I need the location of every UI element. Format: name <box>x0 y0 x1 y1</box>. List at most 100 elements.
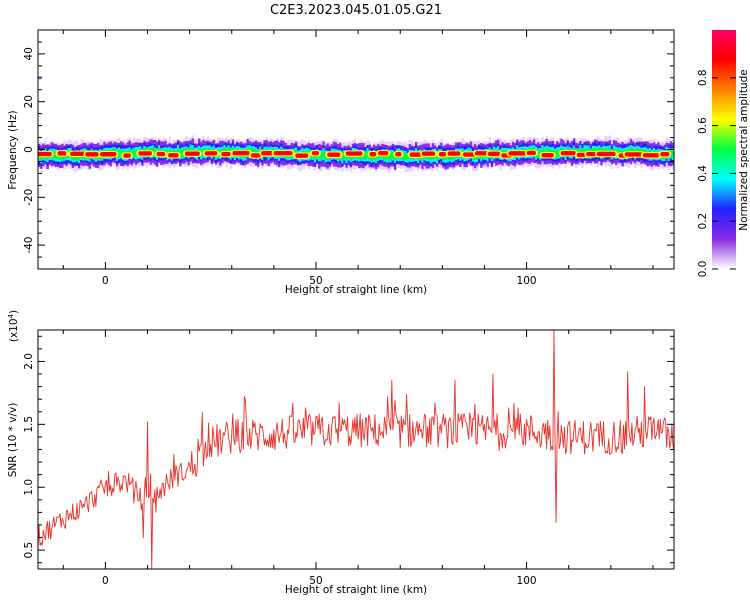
spectrogram-cell <box>404 153 407 161</box>
spectrogram-y-ticks: -40 -20 0 20 40 <box>23 41 674 258</box>
spectrogram-hotspot-core <box>378 151 389 156</box>
spectrogram-hotspot-core <box>138 151 152 156</box>
snr-scale-label: (x104) <box>7 310 20 342</box>
spectrogram-hotspot-core <box>438 152 447 157</box>
spectrogram-ytick-label: -40 <box>23 237 35 254</box>
snr-plot-area <box>38 330 674 569</box>
spectrogram-cell <box>118 149 121 158</box>
snr-series-line <box>38 330 674 569</box>
spectrogram-cell <box>541 148 544 156</box>
spectrogram-hotspot-core <box>123 153 131 158</box>
spectrogram-cell <box>364 152 367 161</box>
spectrogram-hotspot-core <box>345 151 363 156</box>
spectrogram-hotspot-core <box>273 150 293 156</box>
spectrogram-cell <box>54 152 58 159</box>
spectrogram-hotspot-core <box>421 151 436 156</box>
snr-ytick-label: 1.5 <box>23 416 35 433</box>
spectrogram-hotspot-core <box>232 150 250 156</box>
spectrogram-ylabel: Frequency (Hz) <box>7 110 19 189</box>
spectrogram-cell <box>387 153 391 162</box>
spectrogram-hotspot-core <box>541 153 554 158</box>
spectrogram-hotspot-core <box>560 150 576 156</box>
spectrogram-ytick-label: -20 <box>23 189 35 206</box>
spectrogram-hotspot-core <box>311 151 319 156</box>
spectrogram-hotspot-core <box>660 151 670 157</box>
spectrogram-band <box>38 75 674 173</box>
spectrogram-hotspot-core <box>327 152 341 157</box>
spectrogram-cell <box>176 147 180 155</box>
spectrogram-cell <box>52 151 56 158</box>
spectrogram-cell <box>402 151 405 160</box>
spectrogram-hotspot-core <box>204 151 218 156</box>
spectrogram-hotspot-core <box>57 151 67 156</box>
spectrogram-cell <box>406 154 410 162</box>
spectrogram-hotspot-core <box>85 152 99 157</box>
snr-x-ticks: 0 50 100 <box>62 330 654 587</box>
spectrogram-hotspot-core <box>596 151 616 157</box>
spectrogram-hotspot-core <box>395 151 402 157</box>
spectrogram-cell <box>436 153 439 161</box>
colorbar-tick-label: 0.8 <box>697 69 709 86</box>
colorbar-tick-label: 0.4 <box>697 165 709 182</box>
spectrogram-cell <box>391 151 395 159</box>
spectrogram-cell <box>671 150 674 158</box>
spectrogram-cell <box>374 153 378 162</box>
spectrogram-hotspot-core <box>168 153 179 158</box>
spectrogram-cell <box>120 149 123 158</box>
spectrogram-cell <box>393 154 397 161</box>
spectrogram-cell <box>389 152 393 160</box>
snr-ytick-label: 1.0 <box>23 479 35 496</box>
snr-xlabel: Height of straight line (km) <box>285 584 427 596</box>
colorbar-label: Normalized spectral amplitude <box>738 69 750 230</box>
spectrogram-xtick-label: 50 <box>309 275 322 287</box>
spectrogram-cell <box>134 149 138 157</box>
spectrogram-xtick-label: 0 <box>102 275 109 287</box>
spectrogram-hotspot-core <box>250 153 261 158</box>
spectrogram-cell <box>545 147 549 156</box>
snr-y-ticks: 0.5 1.0 1.5 2.0 <box>23 335 674 564</box>
spectrogram-hotspot-core <box>526 150 536 156</box>
snr-ytick-label: 2.0 <box>23 353 35 370</box>
spectrogram-hotspot-core <box>462 152 477 157</box>
spectrogram-hotspot-core <box>576 152 586 158</box>
spectrogram-hotspot-core <box>221 151 231 157</box>
spectrogram-ytick-label: 0 <box>23 146 35 153</box>
snr-ytick-label: 0.5 <box>23 542 35 559</box>
snr-ylabel: SNR (10 * v/v) <box>7 403 19 478</box>
spectrogram-hotspot-core <box>369 152 377 157</box>
spectrogram-cell <box>537 149 540 157</box>
spectrogram-cell <box>345 153 348 161</box>
spectrogram-hotspot-core <box>508 151 529 156</box>
spectrogram-hotspot-core <box>184 151 200 156</box>
spectrogram-cell <box>322 150 325 158</box>
spectrogram-cell <box>583 148 586 155</box>
spectrogram-hotspot-core <box>100 152 117 157</box>
snr-xtick-label: 100 <box>517 575 537 587</box>
snr-scale-main: (x10 <box>8 318 20 342</box>
spectrogram-hotspot-core <box>624 152 643 157</box>
spectrogram-cell <box>132 149 136 157</box>
spectrogram-cell <box>318 153 321 160</box>
snr-scale-exp: 4 <box>7 313 15 318</box>
colorbar-tick-label: 0.0 <box>697 261 709 278</box>
spectrogram-cell <box>181 149 184 157</box>
colorbar-tick-label: 0.2 <box>697 213 709 230</box>
colorbar: 0.0 0.2 0.4 0.6 0.8 Normalized spectral ampl… <box>697 30 750 277</box>
spectrogram-cell <box>579 148 582 156</box>
spectrogram-panel: 0 50 100 -40 -20 0 20 40 Height of straight li… <box>7 29 675 296</box>
spectrogram-xtick-label: 100 <box>517 275 537 287</box>
spectrogram-cell <box>320 151 323 160</box>
spectrogram-ytick-label: 20 <box>23 95 35 108</box>
spectrogram-cell <box>341 153 344 162</box>
spectrogram-hotspot-core <box>295 153 309 158</box>
spectrogram-ytick-label: 40 <box>23 47 35 60</box>
spectrogram-hotspot-core <box>156 151 166 157</box>
snr-scale-close: ) <box>8 310 20 314</box>
spectrogram-x-ticks: 0 50 100 <box>62 30 654 287</box>
colorbar-ticks: 0.0 0.2 0.4 0.6 0.8 <box>697 69 736 277</box>
colorbar-gradient <box>712 30 736 269</box>
snr-xtick-label: 0 <box>102 575 109 587</box>
spectrogram-hotspot-core <box>38 151 52 157</box>
spectrogram-hotspot-core <box>447 151 461 156</box>
